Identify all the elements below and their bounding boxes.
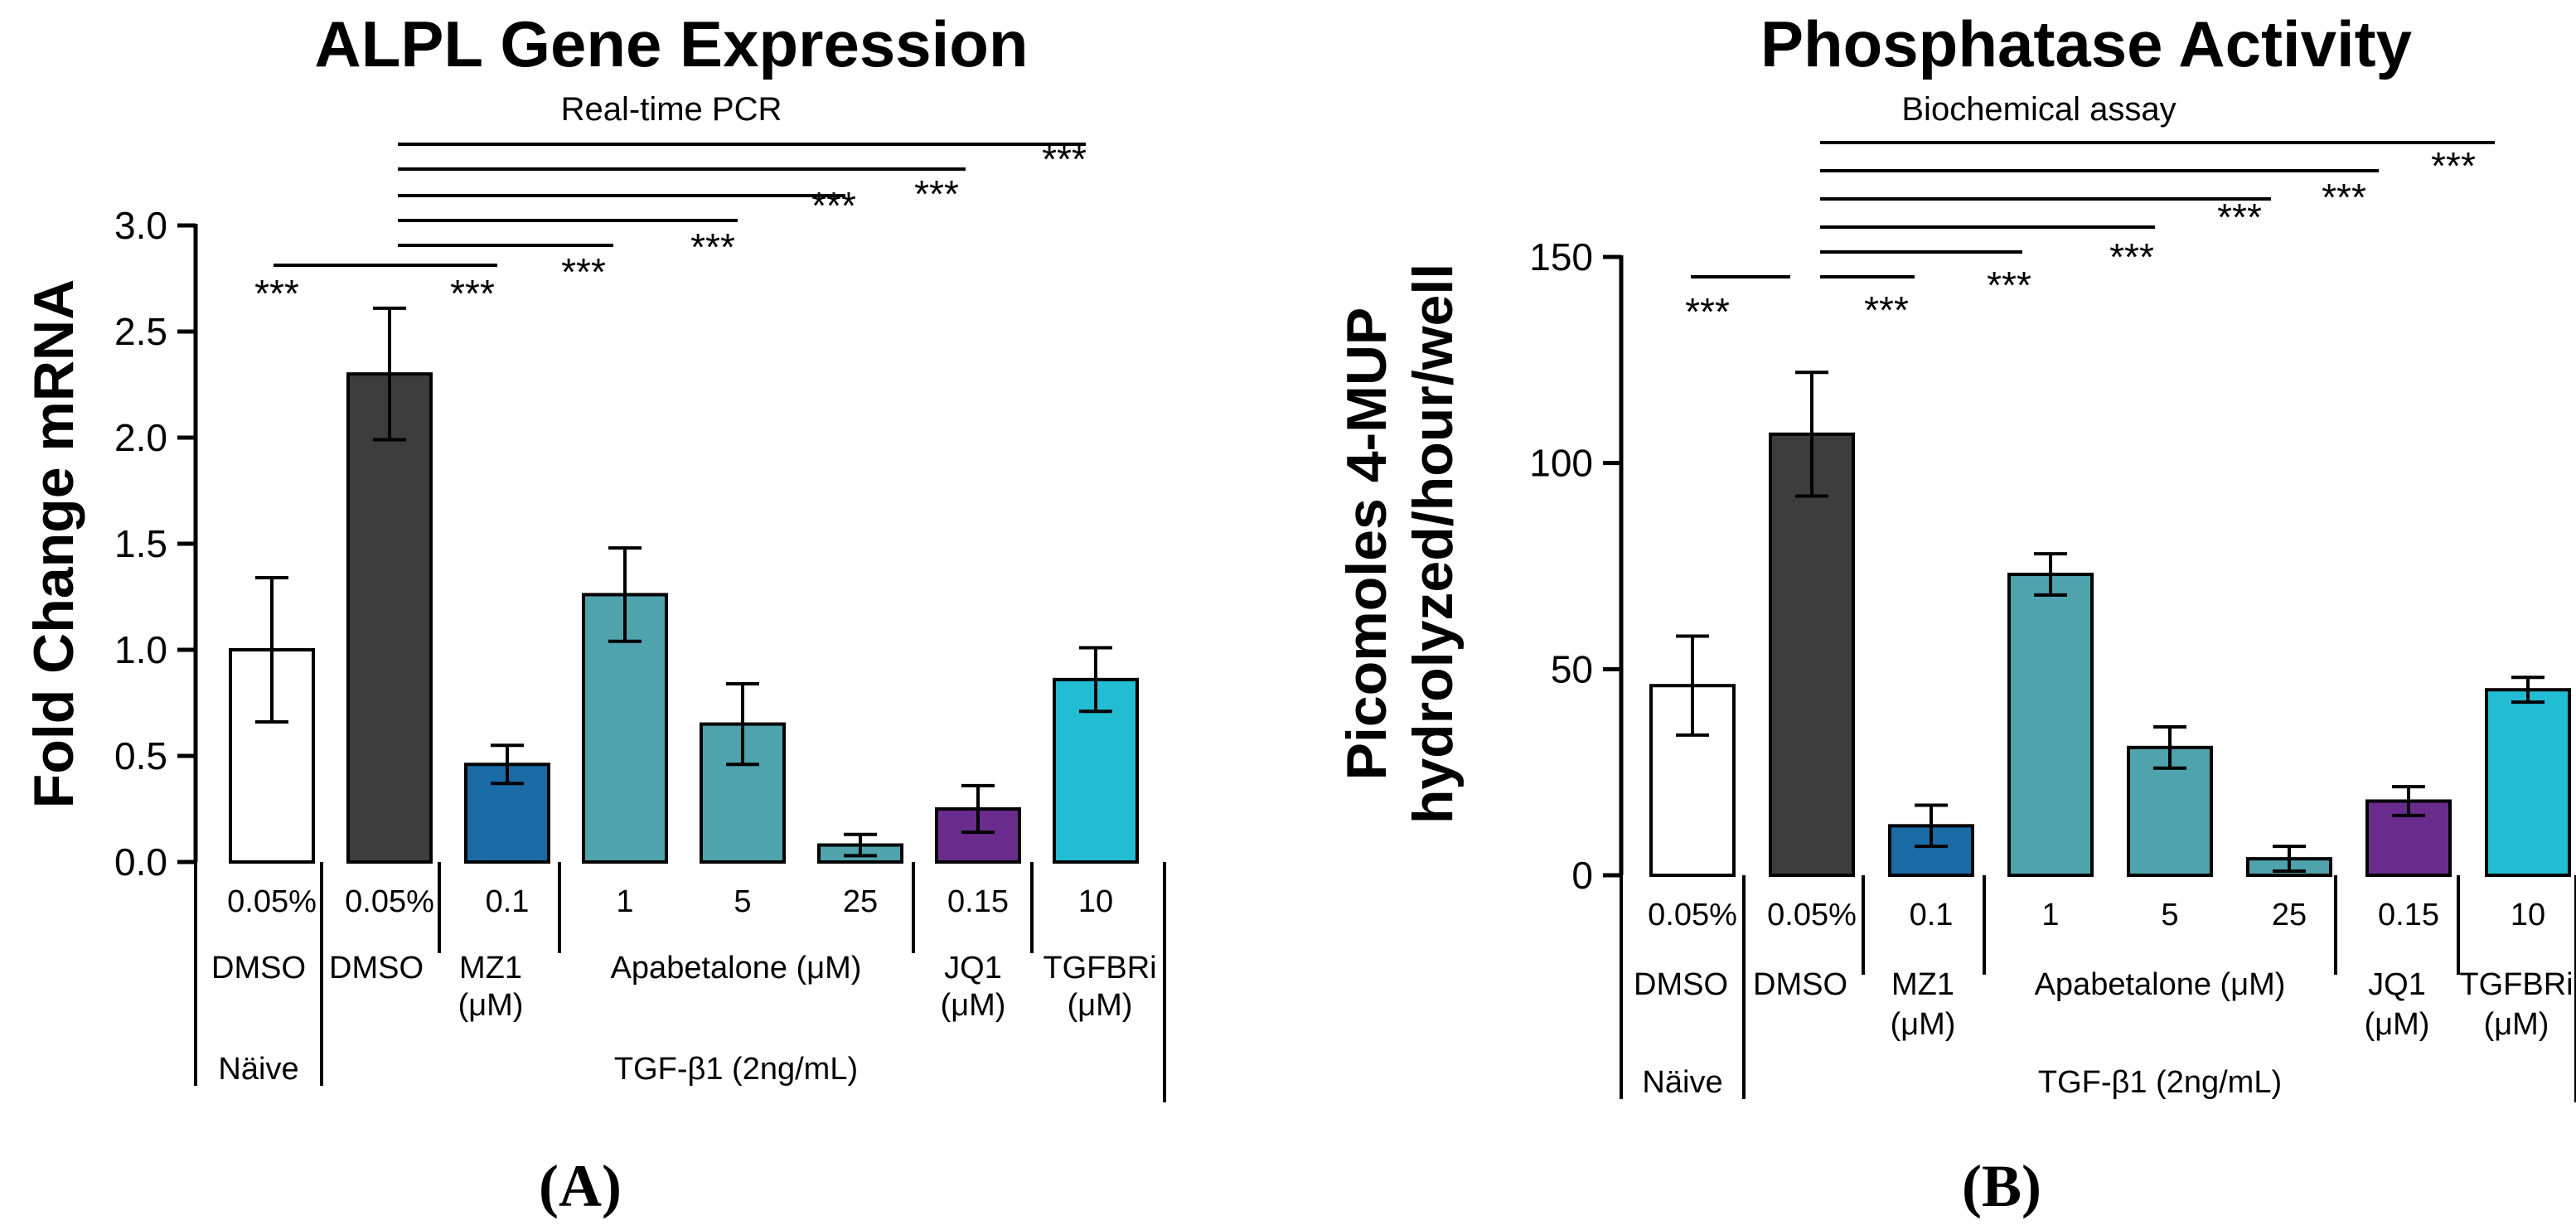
category-label: 0.15 (2378, 898, 2439, 932)
y-axis-label: Fold Change mRNA (22, 279, 85, 808)
significance-stars: *** (1987, 264, 2031, 307)
group-label: (μM) (1891, 1007, 1956, 1042)
bar (346, 372, 433, 864)
category-label: 25 (2272, 898, 2307, 932)
group-label: (μM) (2484, 1007, 2549, 1042)
chart-subtitle: Real-time PCR (561, 91, 782, 128)
bar (1769, 432, 1855, 877)
group-label: (μM) (2365, 1007, 2430, 1042)
group-label: (μM) (941, 988, 1006, 1023)
group-label: DMSO (1634, 967, 1728, 1002)
chart-subtitle: Biochemical assay (1901, 91, 2176, 128)
y-tick-label: 1.0 (114, 628, 167, 671)
significance-stars: *** (2431, 144, 2476, 187)
y-tick-label: 2.0 (114, 416, 167, 459)
y-tick-label: 0 (1571, 854, 1593, 897)
chart-title: ALPL Gene Expression (314, 7, 1028, 80)
significance-stars: *** (811, 184, 856, 227)
significance-stars: *** (690, 225, 735, 269)
y-tick-label: 0.0 (114, 840, 167, 884)
category-label: 1 (616, 884, 633, 919)
y-tick-label: 2.5 (114, 310, 167, 353)
treatment-label: Näive (218, 1052, 298, 1087)
group-label: Apabetalone (μM) (611, 951, 862, 985)
category-label: 0.05% (1767, 898, 1857, 932)
group-label: JQ1 (944, 951, 1002, 985)
category-label: 0.05% (345, 884, 434, 919)
category-label: 0.1 (1910, 898, 1954, 932)
category-label: 1 (2041, 898, 2059, 932)
significance-stars: *** (2109, 235, 2154, 278)
group-label: (μM) (1068, 988, 1133, 1023)
y-tick-label: 100 (1529, 442, 1593, 485)
group-label: MZ1 (1891, 967, 1954, 1002)
group-label: DMSO (211, 951, 306, 985)
treatment-label: TGF-β1 (2ng/mL) (614, 1052, 858, 1087)
category-label: 0.05% (227, 884, 317, 919)
chart-title: Phosphatase Activity (1760, 7, 2412, 80)
group-label: JQ1 (2368, 967, 2426, 1002)
group-label: DMSO (329, 951, 424, 985)
y-tick-label: 1.5 (114, 522, 167, 565)
significance-stars: *** (450, 272, 495, 315)
y-tick-label: 150 (1529, 235, 1593, 278)
category-label: 10 (2511, 898, 2545, 932)
y-axis-label-line: Picomoles 4-MUP (1335, 308, 1398, 781)
category-label: 5 (2161, 898, 2178, 932)
group-label: DMSO (1753, 967, 1847, 1002)
y-tick-label: 50 (1551, 647, 1593, 690)
category-label: 0.1 (486, 884, 530, 919)
significance-stars: *** (254, 272, 299, 315)
group-label: TGFBRi (1043, 951, 1156, 985)
y-tick-label: 3.0 (114, 204, 167, 247)
significance-stars: *** (1864, 288, 1909, 332)
significance-stars: *** (561, 250, 606, 293)
group-label: Apabetalone (μM) (2035, 967, 2286, 1002)
group-label: MZ1 (459, 951, 522, 985)
treatment-label: TGF-β1 (2ng/mL) (2038, 1065, 2282, 1100)
y-tick-label: 0.5 (114, 734, 167, 777)
treatment-label: Näive (1642, 1065, 1722, 1100)
y-axis-label-line: hydrolyzed/hour/well (1402, 264, 1465, 824)
group-label: (μM) (458, 988, 524, 1023)
panel-label: (B) (1962, 1153, 2041, 1219)
bar (2485, 688, 2571, 878)
bar (2007, 572, 2094, 877)
group-label: TGFBRi (2459, 967, 2573, 1002)
category-label: 5 (734, 884, 751, 919)
significance-stars: *** (1685, 290, 1730, 333)
category-label: 10 (1078, 884, 1113, 919)
significance-stars: *** (2322, 176, 2366, 219)
category-label: 0.15 (947, 884, 1009, 919)
panel-label: (A) (539, 1153, 622, 1219)
significance-stars: *** (1042, 138, 1087, 181)
category-label: 0.05% (1648, 898, 1737, 932)
significance-stars: *** (2217, 196, 2262, 239)
significance-stars: *** (914, 172, 959, 215)
category-label: 25 (843, 884, 878, 919)
bar (700, 722, 786, 864)
